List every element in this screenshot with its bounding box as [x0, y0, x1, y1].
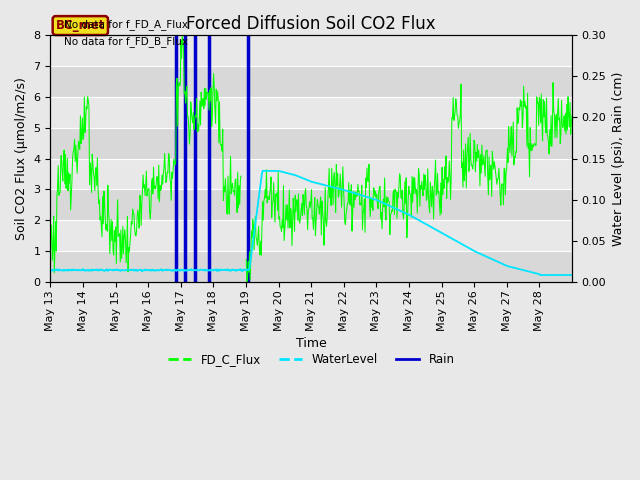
- Bar: [51, 96, 572, 128]
- Bar: [51, 66, 572, 96]
- Bar: [51, 190, 572, 220]
- Bar: [51, 35, 572, 66]
- Title: Forced Diffusion Soil CO2 Flux: Forced Diffusion Soil CO2 Flux: [186, 15, 436, 33]
- Text: No data for f_FD_A_Flux: No data for f_FD_A_Flux: [64, 19, 188, 30]
- Text: BC_met: BC_met: [56, 19, 105, 32]
- Y-axis label: Soil CO2 Flux (μmol/m2/s): Soil CO2 Flux (μmol/m2/s): [15, 77, 28, 240]
- X-axis label: Time: Time: [296, 336, 326, 349]
- Bar: [51, 220, 572, 252]
- Legend: FD_C_Flux, WaterLevel, Rain: FD_C_Flux, WaterLevel, Rain: [163, 348, 460, 371]
- Text: No data for f_FD_B_Flux: No data for f_FD_B_Flux: [64, 36, 188, 47]
- Bar: [51, 128, 572, 158]
- Bar: [51, 158, 572, 190]
- Bar: [51, 252, 572, 282]
- Y-axis label: Water Level (psi), Rain (cm): Water Level (psi), Rain (cm): [612, 72, 625, 246]
